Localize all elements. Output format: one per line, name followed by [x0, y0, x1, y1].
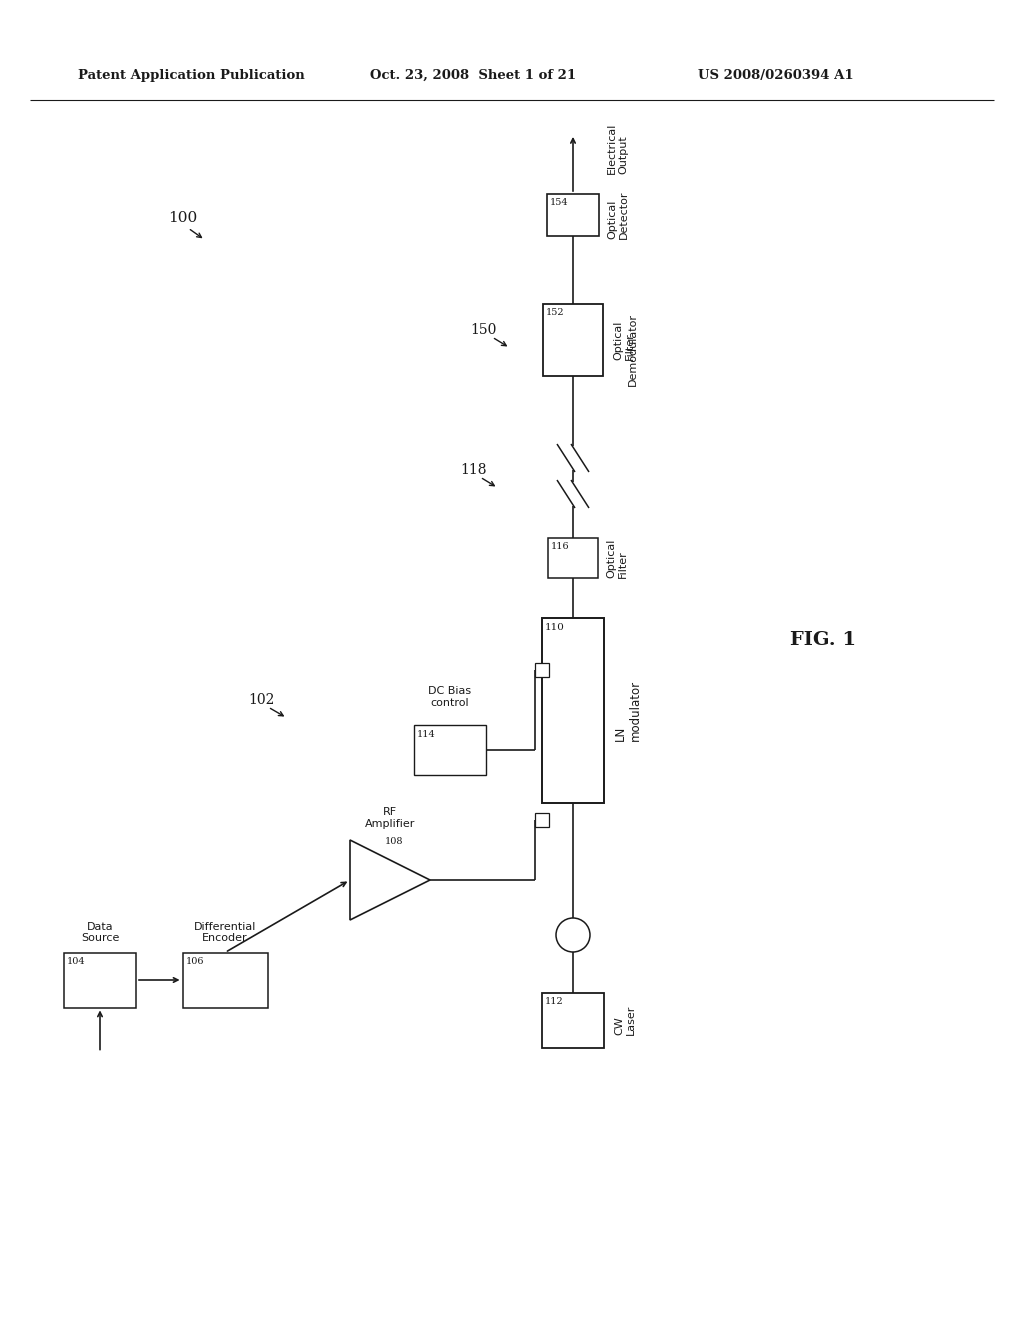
- Text: Electrical
Output: Electrical Output: [607, 123, 629, 174]
- Text: 150: 150: [470, 323, 497, 337]
- Text: Oct. 23, 2008  Sheet 1 of 21: Oct. 23, 2008 Sheet 1 of 21: [370, 69, 577, 82]
- Text: 114: 114: [417, 730, 436, 739]
- Text: Optical
Filter: Optical Filter: [613, 321, 635, 359]
- Text: RF
Amplifier: RF Amplifier: [365, 808, 415, 829]
- Text: 104: 104: [67, 957, 86, 966]
- Text: Optical
Filter: Optical Filter: [606, 539, 628, 578]
- Text: LN
modulator: LN modulator: [614, 680, 642, 741]
- Text: 100: 100: [168, 211, 198, 224]
- Text: 154: 154: [550, 198, 568, 207]
- Text: Data
Source: Data Source: [81, 921, 119, 944]
- Bar: [548, 539, 598, 578]
- Text: Optical
Detector: Optical Detector: [607, 191, 629, 239]
- Bar: [542, 993, 604, 1048]
- Bar: [543, 304, 603, 376]
- Text: FIG. 1: FIG. 1: [790, 631, 856, 649]
- Bar: [547, 194, 599, 236]
- Text: 106: 106: [185, 957, 204, 966]
- Text: Demodulator: Demodulator: [628, 314, 638, 387]
- Text: CW
Laser: CW Laser: [614, 1005, 636, 1035]
- Text: 112: 112: [545, 998, 564, 1006]
- Text: DC Bias
control: DC Bias control: [428, 686, 472, 708]
- Text: Patent Application Publication: Patent Application Publication: [78, 69, 305, 82]
- Text: 108: 108: [385, 837, 403, 846]
- Bar: [542, 618, 604, 803]
- Text: 152: 152: [546, 308, 564, 317]
- Bar: [535, 663, 549, 677]
- Text: 102: 102: [248, 693, 274, 708]
- Text: Differential
Encoder: Differential Encoder: [194, 921, 256, 944]
- Text: US 2008/0260394 A1: US 2008/0260394 A1: [698, 69, 854, 82]
- Text: 118: 118: [460, 463, 486, 477]
- Bar: [414, 725, 486, 775]
- Bar: [63, 953, 136, 1007]
- Bar: [182, 953, 267, 1007]
- Bar: [535, 813, 549, 828]
- Text: 110: 110: [545, 623, 565, 631]
- Text: 116: 116: [551, 543, 569, 550]
